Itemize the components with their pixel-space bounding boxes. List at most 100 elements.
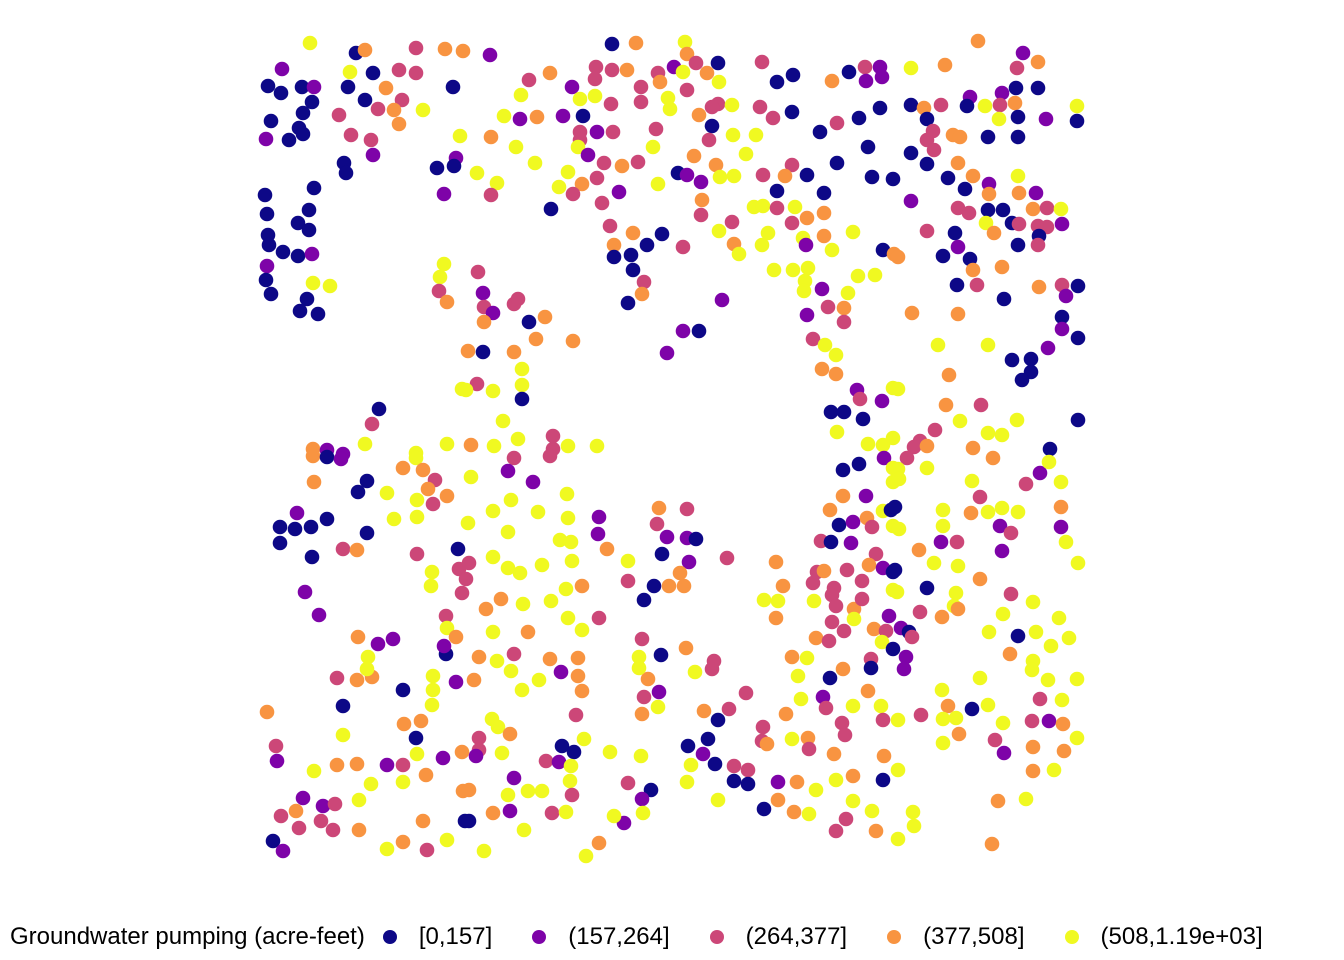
data-point <box>785 67 801 83</box>
data-point <box>590 526 606 542</box>
data-point <box>785 262 801 278</box>
data-point <box>395 460 411 476</box>
data-point <box>448 674 464 690</box>
data-point <box>874 69 890 85</box>
data-point <box>996 745 1012 761</box>
data-point <box>726 758 742 774</box>
data-point <box>311 607 327 623</box>
data-point <box>349 756 365 772</box>
data-point <box>349 672 365 688</box>
data-point <box>310 306 326 322</box>
data-point <box>980 337 996 353</box>
data-point <box>269 753 285 769</box>
data-point <box>357 436 373 452</box>
data-point <box>640 671 656 687</box>
data-point <box>490 719 506 735</box>
data-point <box>424 564 440 580</box>
data-point <box>294 79 310 95</box>
data-point <box>961 205 977 221</box>
data-point <box>679 501 695 517</box>
data-point <box>876 748 892 764</box>
data-point <box>542 448 558 464</box>
data-point <box>949 534 965 550</box>
data-point <box>594 195 610 211</box>
data-point <box>721 701 737 717</box>
data-point <box>306 763 322 779</box>
data-point <box>828 823 844 839</box>
data-point <box>854 591 870 607</box>
data-point <box>425 496 441 512</box>
data-point <box>864 519 880 535</box>
data-point <box>857 59 873 75</box>
data-point <box>681 554 697 570</box>
data-point <box>1011 216 1027 232</box>
data-point <box>965 262 981 278</box>
data-point <box>994 85 1010 101</box>
data-point <box>981 176 997 192</box>
data-point <box>651 500 667 516</box>
data-point <box>760 225 776 241</box>
data-point <box>295 105 311 121</box>
data-point <box>289 505 305 521</box>
data-point <box>559 486 575 502</box>
data-point <box>503 492 519 508</box>
data-point <box>704 118 720 134</box>
data-point <box>816 185 832 201</box>
data-point <box>261 237 277 253</box>
data-point <box>1069 113 1085 129</box>
data-point <box>818 700 834 716</box>
data-point <box>564 553 580 569</box>
data-point <box>1039 200 1055 216</box>
data-point <box>365 65 381 81</box>
data-point <box>770 774 786 790</box>
data-point <box>394 92 410 108</box>
data-point <box>1028 624 1044 640</box>
data-point <box>432 269 448 285</box>
data-point <box>415 813 431 829</box>
data-point <box>602 744 618 760</box>
data-point <box>812 124 828 140</box>
data-point <box>482 47 498 63</box>
data-point <box>950 155 966 171</box>
data-point <box>977 98 993 114</box>
data-point <box>304 246 320 262</box>
legend-items: [0,157] (157,264] (264,377] (377,508] (5… <box>382 923 1263 951</box>
data-point <box>580 147 596 163</box>
data-point <box>425 668 441 684</box>
data-point <box>485 624 501 640</box>
data-point <box>817 337 833 353</box>
data-point <box>500 560 516 576</box>
data-point <box>554 738 570 754</box>
data-point <box>1070 412 1086 428</box>
data-point <box>851 456 867 472</box>
data-point <box>906 439 922 455</box>
data-point <box>680 738 696 754</box>
data-point <box>806 593 822 609</box>
data-point <box>395 682 411 698</box>
data-point <box>268 738 284 754</box>
data-point <box>263 286 279 302</box>
data-point <box>521 314 537 330</box>
data-point <box>303 519 319 535</box>
data-point <box>699 65 715 81</box>
data-point <box>839 562 855 578</box>
data-point <box>829 115 845 131</box>
data-point <box>633 94 649 110</box>
data-point <box>874 634 890 650</box>
data-point <box>700 731 716 747</box>
data-point <box>560 610 576 626</box>
data-point <box>634 286 650 302</box>
data-point <box>738 146 754 162</box>
data-point <box>446 158 462 174</box>
data-point <box>1010 109 1026 125</box>
data-point <box>965 440 981 456</box>
data-point <box>951 726 967 742</box>
data-point <box>515 596 531 612</box>
data-point <box>455 43 471 59</box>
data-point <box>688 531 704 547</box>
data-point <box>461 782 477 798</box>
data-point <box>257 187 273 203</box>
data-point <box>919 156 935 172</box>
data-point <box>628 35 644 51</box>
data-point <box>850 268 866 284</box>
